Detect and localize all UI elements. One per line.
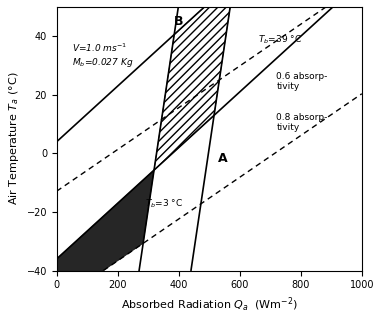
Text: V=1.0 ms$^{-1}$
$M_b$=0.027 Kg: V=1.0 ms$^{-1}$ $M_b$=0.027 Kg: [72, 42, 133, 69]
Text: 0.6 absorp-
tivity: 0.6 absorp- tivity: [276, 72, 328, 91]
Text: $T_b$=39 °C: $T_b$=39 °C: [258, 33, 302, 46]
Text: B: B: [174, 14, 184, 28]
Text: $T_b$=3 °C: $T_b$=3 °C: [145, 197, 183, 210]
Y-axis label: Air Temperature $T_a$ (°C): Air Temperature $T_a$ (°C): [7, 72, 21, 205]
Polygon shape: [0, 170, 154, 321]
X-axis label: Absorbed Radiation $Q_a$  (Wm$^{-2}$): Absorbed Radiation $Q_a$ (Wm$^{-2}$): [121, 296, 298, 314]
Text: A: A: [218, 152, 228, 165]
Text: 0.8 absorp-
tivity: 0.8 absorp- tivity: [276, 113, 328, 132]
